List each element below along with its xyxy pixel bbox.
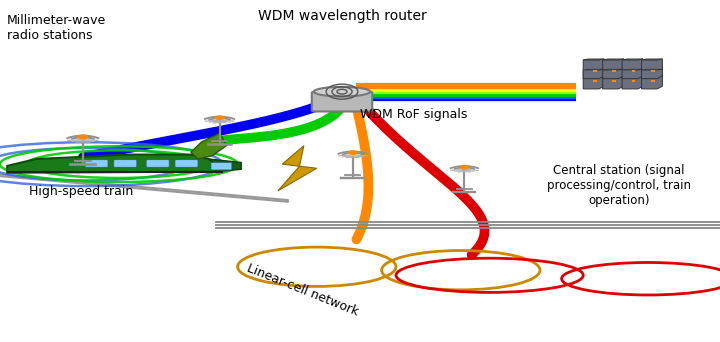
FancyBboxPatch shape bbox=[593, 70, 596, 72]
Polygon shape bbox=[603, 69, 624, 70]
Polygon shape bbox=[642, 69, 662, 70]
Polygon shape bbox=[622, 59, 643, 79]
Polygon shape bbox=[583, 59, 604, 79]
Ellipse shape bbox=[314, 87, 370, 96]
FancyBboxPatch shape bbox=[146, 160, 169, 167]
FancyBboxPatch shape bbox=[312, 92, 372, 111]
Polygon shape bbox=[583, 69, 604, 70]
Polygon shape bbox=[622, 69, 643, 89]
Polygon shape bbox=[603, 69, 624, 89]
Text: High-speed train: High-speed train bbox=[29, 185, 133, 198]
Polygon shape bbox=[642, 59, 662, 79]
FancyBboxPatch shape bbox=[652, 80, 654, 82]
Polygon shape bbox=[583, 69, 604, 89]
Polygon shape bbox=[278, 146, 317, 191]
Circle shape bbox=[77, 134, 89, 140]
Circle shape bbox=[215, 115, 225, 120]
FancyBboxPatch shape bbox=[175, 160, 198, 167]
FancyBboxPatch shape bbox=[613, 70, 616, 72]
Polygon shape bbox=[622, 59, 643, 60]
Text: WDM RoF signals: WDM RoF signals bbox=[360, 108, 467, 121]
Polygon shape bbox=[7, 171, 223, 173]
Polygon shape bbox=[642, 59, 662, 60]
FancyBboxPatch shape bbox=[85, 160, 108, 167]
Polygon shape bbox=[642, 69, 662, 89]
Circle shape bbox=[348, 150, 358, 155]
FancyBboxPatch shape bbox=[211, 162, 232, 170]
Text: WDM wavelength router: WDM wavelength router bbox=[258, 9, 426, 23]
Polygon shape bbox=[603, 59, 624, 79]
Polygon shape bbox=[209, 159, 241, 172]
Polygon shape bbox=[583, 59, 604, 60]
Polygon shape bbox=[191, 133, 227, 159]
Circle shape bbox=[459, 165, 469, 169]
FancyBboxPatch shape bbox=[613, 80, 616, 82]
FancyBboxPatch shape bbox=[632, 70, 635, 72]
FancyBboxPatch shape bbox=[652, 70, 654, 72]
FancyBboxPatch shape bbox=[632, 80, 635, 82]
Polygon shape bbox=[7, 155, 216, 173]
FancyBboxPatch shape bbox=[593, 80, 596, 82]
Polygon shape bbox=[603, 59, 624, 60]
Text: Millimeter-wave
radio stations: Millimeter-wave radio stations bbox=[7, 14, 107, 42]
Text: Linear-cell network: Linear-cell network bbox=[245, 262, 360, 318]
Text: Central station (signal
processing/control, train
operation): Central station (signal processing/contr… bbox=[547, 164, 691, 207]
FancyBboxPatch shape bbox=[114, 160, 137, 167]
Polygon shape bbox=[622, 69, 643, 70]
